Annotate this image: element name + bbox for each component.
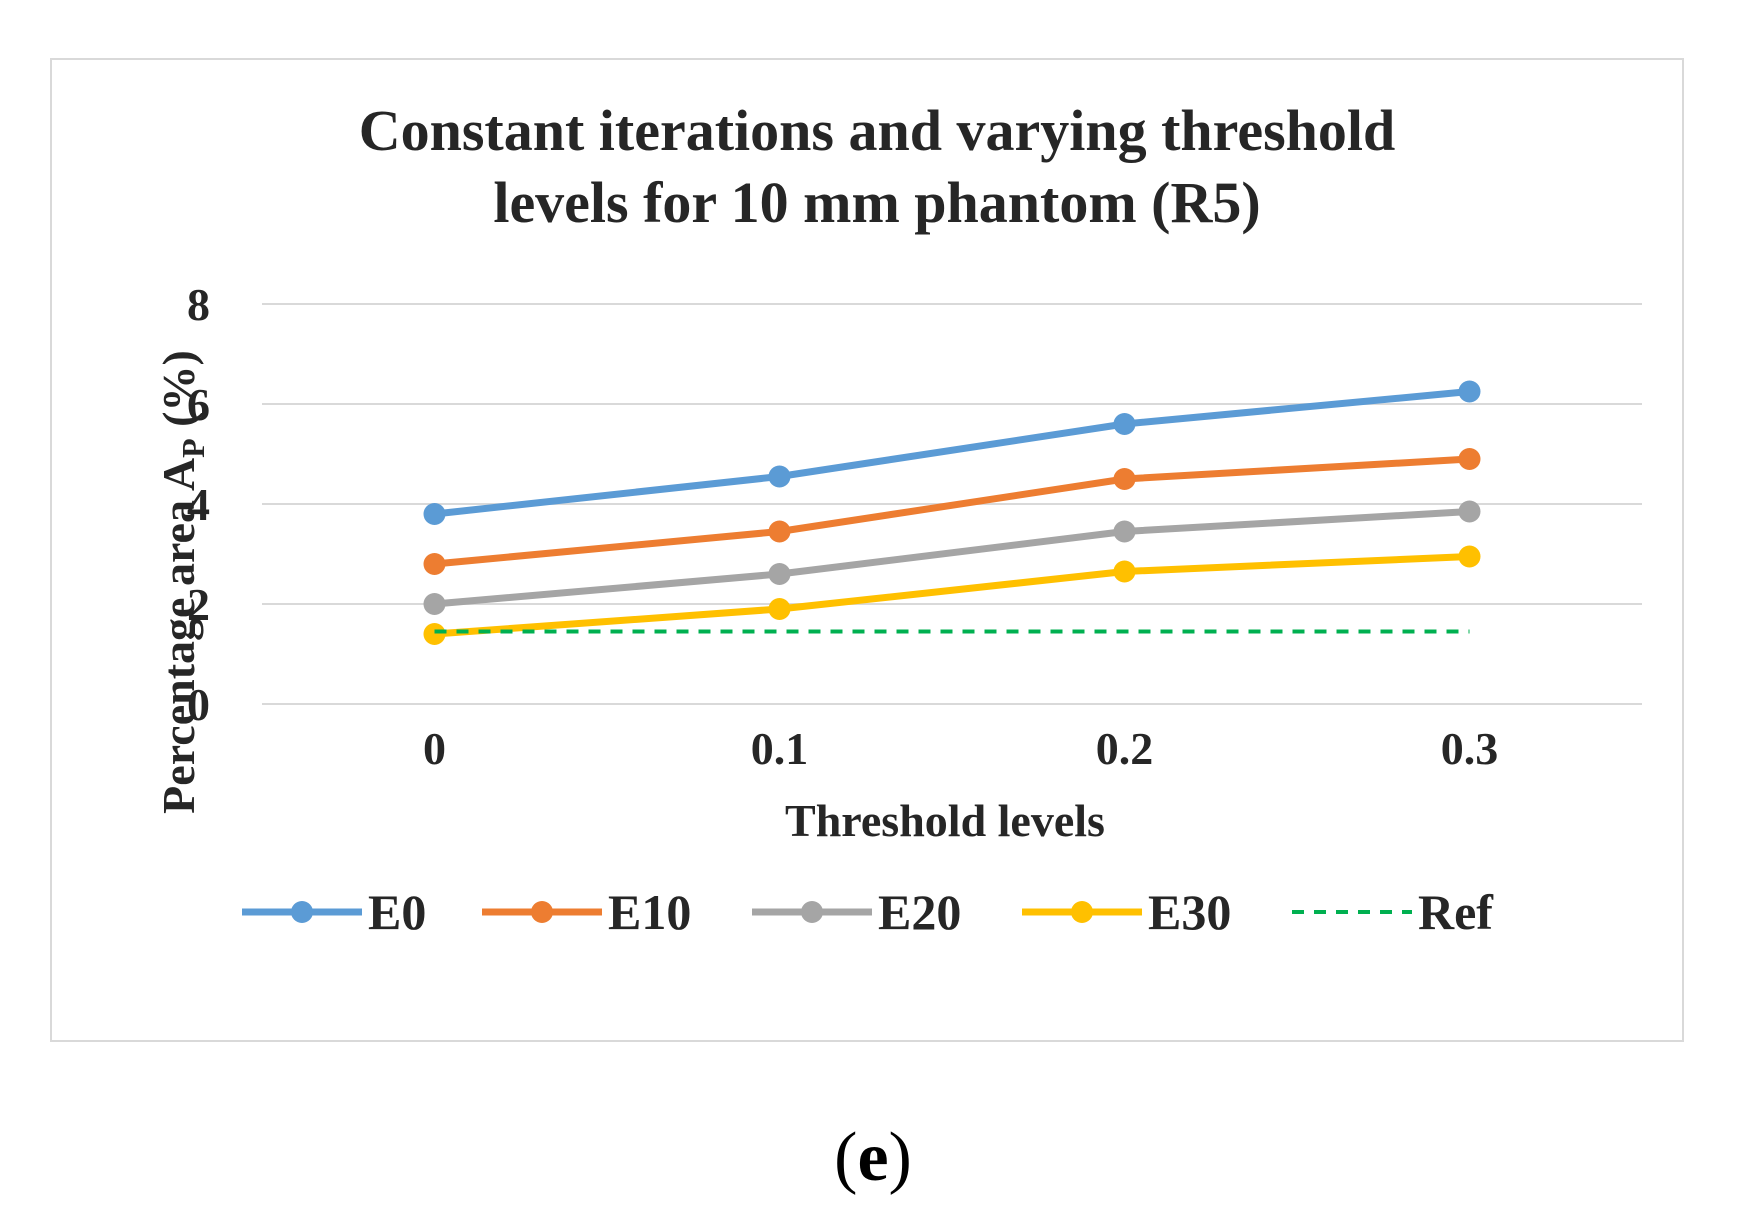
panel-label-close: ) (888, 1119, 912, 1196)
data-point-E30 (1113, 560, 1136, 583)
series-E20 (423, 500, 1481, 615)
legend-item-E20: E20 (752, 884, 961, 940)
x-tick-labels: 0 0.1 0.2 0.3 (423, 723, 1498, 774)
y-axis-label-main: Percentage area A (153, 458, 204, 814)
data-point-E20 (768, 563, 791, 585)
series-line-E30 (431, 553, 1473, 638)
x-tick-label: 0.2 (1096, 723, 1154, 774)
data-point-E10 (423, 553, 446, 575)
data-point-E30 (423, 623, 446, 645)
y-axis-label-unit: (%) (153, 350, 204, 438)
legend-label: E10 (608, 884, 691, 940)
chart-frame: Constant iterations and varying threshol… (50, 58, 1684, 1042)
data-point-E20 (1458, 500, 1481, 523)
x-tick-label: 0 (423, 723, 446, 774)
y-tick-label: 0 (187, 679, 210, 730)
legend-label: E0 (368, 884, 426, 940)
panel-label-open: ( (834, 1119, 858, 1196)
legend-label: Ref (1418, 884, 1494, 940)
series-line-E20 (431, 508, 1473, 608)
data-point-E10 (768, 520, 791, 543)
legend-marker (801, 901, 823, 923)
series-line-E0 (431, 388, 1473, 518)
legend-item-E0: E0 (242, 884, 426, 940)
chart-title-line2: levels for 10 mm phantom (R5) (493, 170, 1260, 235)
x-tick-label: 0.1 (751, 723, 809, 774)
data-point-E30 (768, 598, 791, 620)
legend-label: E30 (1148, 884, 1231, 940)
y-axis-label: Percentage area AP (%) (153, 350, 211, 814)
y-tick-label: 6 (187, 379, 210, 430)
panel-label: (e) (0, 1118, 1746, 1198)
series-lines (423, 380, 1481, 645)
series-E10 (423, 448, 1481, 575)
data-point-E0 (1113, 413, 1136, 435)
data-point-E20 (1113, 520, 1136, 543)
y-tick-label: 4 (187, 479, 210, 530)
line-chart: Constant iterations and varying threshol… (153, 98, 1642, 940)
series-line-E10 (431, 455, 1473, 568)
data-point-E10 (1458, 448, 1481, 470)
panel-label-letter: e (857, 1119, 889, 1196)
y-tick-labels: 0 2 4 6 8 (187, 279, 210, 730)
x-tick-label: 0.3 (1441, 723, 1499, 774)
data-point-E10 (1113, 468, 1136, 490)
data-point-E0 (1458, 380, 1481, 403)
series-E0 (423, 380, 1481, 525)
data-point-E0 (423, 503, 446, 525)
legend-label: E20 (878, 884, 961, 940)
legend-marker (291, 901, 313, 923)
data-point-E30 (1458, 545, 1481, 568)
y-tick-label: 2 (187, 579, 210, 630)
legend-item-Ref: Ref (1292, 884, 1494, 940)
legend-marker (1071, 901, 1093, 923)
legend-marker (531, 901, 553, 923)
y-axis-label-subscript: P (175, 438, 211, 458)
legend-item-E10: E10 (482, 884, 691, 940)
data-point-E20 (423, 593, 446, 615)
data-point-E0 (768, 465, 791, 488)
legend: E0 E10 E20 E30 Ref (242, 884, 1494, 940)
x-axis-label: Threshold levels (785, 795, 1105, 846)
legend-item-E30: E30 (1022, 884, 1231, 940)
chart-title-line1: Constant iterations and varying threshol… (359, 98, 1396, 163)
series-E30 (423, 545, 1481, 645)
y-tick-label: 8 (187, 279, 210, 330)
